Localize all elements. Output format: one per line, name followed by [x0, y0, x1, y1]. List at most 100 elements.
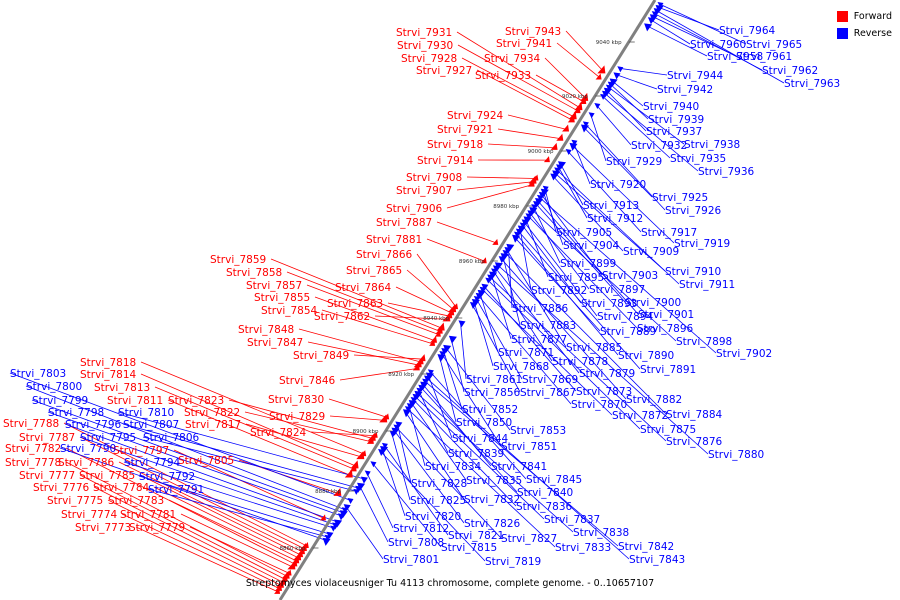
gene-label: Strvi_7883 — [520, 320, 576, 332]
leader-line — [418, 389, 449, 454]
gene-glyph — [437, 354, 446, 363]
gene-glyph — [381, 442, 388, 449]
leader-line — [619, 67, 668, 76]
gene-glyph — [322, 537, 331, 546]
gene-label: Strvi_7914 — [417, 155, 474, 167]
gene-label: Strvi_7839 — [448, 448, 504, 460]
leader-line — [456, 181, 535, 191]
leader-line — [65, 447, 296, 565]
leader-line — [310, 431, 376, 437]
strand-legend: Forward Reverse — [836, 8, 892, 42]
gene-label: Strvi_7798 — [48, 407, 104, 419]
leader-line — [506, 248, 567, 348]
leader-line — [609, 83, 649, 120]
leader-line — [556, 42, 600, 78]
leader-line — [590, 114, 607, 162]
gene-glyph — [543, 156, 550, 163]
leader-line — [63, 422, 307, 547]
gene-label: Strvi_7849 — [293, 350, 349, 362]
leader-line — [339, 367, 418, 381]
leader-line — [31, 399, 342, 513]
gene-glyph — [442, 313, 451, 322]
gene-glyph — [617, 66, 624, 73]
gene-label: Strvi_7911 — [679, 279, 735, 291]
gene-label: Strvi_7906 — [386, 203, 443, 215]
leader-line — [286, 271, 441, 332]
gene-label: Strvi_7887 — [376, 217, 432, 229]
leader-line — [298, 328, 422, 363]
gene-label: Strvi_7857 — [246, 280, 302, 292]
leader-line — [245, 423, 363, 458]
gene-label: Strvi_7917 — [641, 227, 697, 239]
gene-glyph — [603, 87, 612, 96]
gene-label: Strvi_7920 — [590, 179, 646, 191]
gene-glyph — [383, 413, 390, 420]
leader-line — [321, 309, 434, 345]
scale-tick-label: 8860 kbp — [280, 546, 306, 552]
gene-glyph — [413, 359, 422, 368]
gene-glyph — [571, 139, 578, 146]
gene-label: Strvi_7819 — [485, 556, 541, 568]
leader-line — [393, 429, 465, 524]
gene-glyph — [569, 142, 578, 151]
gene-label: Strvi_7855 — [254, 292, 310, 304]
gene-label: Strvi_7837 — [544, 514, 600, 526]
leader-line — [529, 211, 590, 290]
gene-label: Strvi_7882 — [626, 394, 682, 406]
leader-line — [270, 258, 443, 329]
scale-tick-label: 8880 kbp — [315, 489, 341, 495]
gene-label: Strvi_7773 — [75, 522, 131, 534]
gene-glyph — [613, 72, 621, 80]
leader-line — [117, 411, 363, 479]
leader-line — [456, 31, 581, 109]
gene-glyph — [436, 322, 445, 331]
leader-line — [395, 286, 453, 314]
gene-label: Strvi_7873 — [576, 386, 632, 398]
leader-line — [421, 383, 492, 467]
leader-line — [523, 221, 598, 317]
genome-caption: Streptomyces violaceusniger Tu 4113 chro… — [245, 578, 655, 589]
gene-label: Strvi_7774 — [61, 509, 118, 521]
leader-line — [140, 361, 365, 455]
leader-line — [649, 18, 691, 45]
gene-label: Strvi_7814 — [80, 369, 137, 381]
gene-glyph — [429, 335, 437, 343]
label-leader-lines — [9, 3, 785, 593]
gene-glyph — [550, 142, 558, 150]
leader-line — [307, 341, 420, 366]
gene-label: Strvi_7897 — [589, 284, 645, 296]
leader-line — [228, 399, 374, 440]
gene-label: Strvi_7778 — [5, 457, 61, 469]
gene-label: Strvi_7850 — [456, 417, 512, 429]
gene-label: Strvi_7885 — [566, 342, 622, 354]
gene-label: Strvi_7938 — [684, 139, 740, 151]
gene-label: Strvi_7962 — [762, 65, 818, 77]
gene-glyph — [492, 238, 499, 245]
gene-label: Strvi_7842 — [618, 541, 674, 553]
leader-line — [525, 218, 549, 278]
leader-line — [571, 144, 675, 244]
gene-label: Strvi_7784 — [93, 482, 150, 494]
leader-line — [426, 238, 485, 262]
gene-label: Strvi_7935 — [670, 153, 726, 165]
leader-line — [521, 224, 582, 304]
gene-glyph — [609, 78, 618, 87]
leader-line — [540, 193, 603, 276]
leader-line — [461, 57, 575, 118]
leader-line — [542, 190, 564, 246]
gene-label: Strvi_7817 — [185, 419, 241, 431]
leader-line — [497, 128, 562, 140]
leader-line — [391, 432, 411, 501]
leader-line — [483, 285, 577, 392]
gene-label: Strvi_7801 — [383, 554, 439, 566]
legend-item-forward: Forward — [836, 8, 892, 25]
leader-line — [153, 486, 300, 559]
gene-label: Strvi_7788 — [3, 418, 59, 430]
leader-line — [457, 44, 579, 112]
gene-label: Strvi_7898 — [676, 336, 732, 348]
leader-line — [107, 499, 283, 587]
gene-label: Strvi_7929 — [606, 156, 662, 168]
gene-label: Strvi_7909 — [623, 246, 679, 258]
leader-line — [603, 92, 699, 172]
leader-line — [93, 486, 284, 584]
